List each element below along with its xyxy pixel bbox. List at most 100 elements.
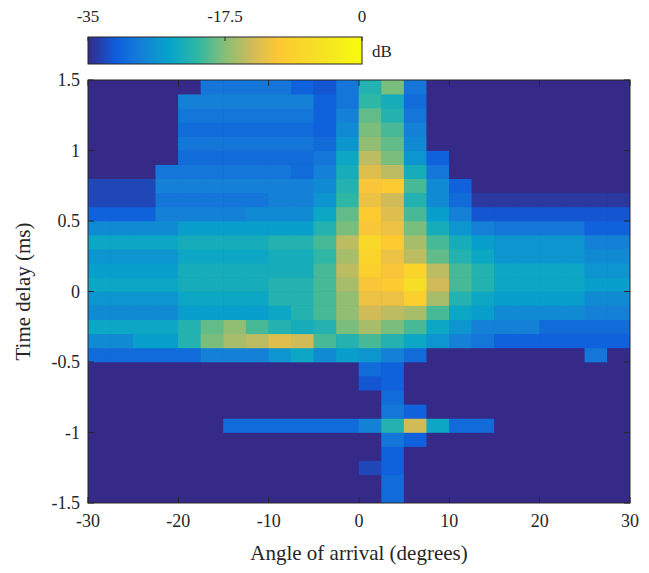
cell — [381, 150, 404, 165]
cell — [133, 418, 156, 433]
cell — [201, 193, 224, 208]
cell — [539, 404, 562, 419]
cell — [426, 221, 449, 236]
cell — [223, 164, 246, 179]
cell — [472, 348, 495, 363]
cell — [359, 108, 382, 123]
cell — [246, 362, 269, 377]
cell — [539, 80, 562, 94]
cell — [155, 362, 178, 377]
cell — [449, 164, 472, 179]
cell — [314, 94, 337, 109]
cell — [155, 489, 178, 503]
cell — [494, 404, 517, 419]
cell — [494, 164, 517, 179]
cell — [178, 263, 201, 278]
cell — [246, 432, 269, 447]
cell — [426, 390, 449, 405]
cell — [246, 475, 269, 490]
cell — [223, 108, 246, 123]
cell — [381, 193, 404, 208]
cell — [381, 432, 404, 447]
cell — [314, 334, 337, 349]
cell — [268, 235, 291, 250]
cell — [110, 249, 133, 264]
cell — [246, 446, 269, 461]
cell — [291, 446, 314, 461]
cell — [178, 108, 201, 123]
cell — [314, 348, 337, 363]
cell — [494, 221, 517, 236]
cell — [314, 136, 337, 151]
cell — [494, 319, 517, 334]
cell — [246, 390, 269, 405]
cell — [223, 235, 246, 250]
cell — [472, 277, 495, 292]
cell — [201, 136, 224, 151]
cell — [472, 446, 495, 461]
cell — [291, 404, 314, 419]
cell — [133, 150, 156, 165]
cell — [268, 277, 291, 292]
cell — [201, 235, 224, 250]
chart: -30-20-100102030-1.5-1-0.500.511.5Angle … — [0, 0, 649, 573]
cell — [381, 291, 404, 306]
cell — [449, 446, 472, 461]
cell — [562, 489, 585, 503]
cell — [336, 334, 359, 349]
cell — [562, 150, 585, 165]
cell — [155, 334, 178, 349]
cell — [426, 305, 449, 320]
cell — [223, 136, 246, 151]
cell — [223, 249, 246, 264]
cell — [607, 305, 630, 320]
cell — [449, 404, 472, 419]
cell — [314, 277, 337, 292]
cell — [585, 432, 608, 447]
cell — [178, 291, 201, 306]
cell — [110, 390, 133, 405]
cell — [133, 334, 156, 349]
cell — [223, 178, 246, 193]
cell — [607, 94, 630, 109]
cell — [110, 263, 133, 278]
cell — [517, 178, 540, 193]
cell — [178, 207, 201, 222]
cell — [607, 334, 630, 349]
y-tick — [88, 291, 94, 292]
cell — [539, 94, 562, 109]
cell — [449, 432, 472, 447]
x-tick-label: -20 — [166, 511, 190, 531]
cell — [223, 489, 246, 503]
cell — [539, 334, 562, 349]
cell — [472, 150, 495, 165]
cell — [381, 418, 404, 433]
cell — [336, 263, 359, 278]
cell — [336, 446, 359, 461]
cell — [268, 376, 291, 391]
cell — [336, 305, 359, 320]
cell — [246, 108, 269, 123]
cell — [268, 263, 291, 278]
y-tick-label: -1.5 — [52, 493, 81, 513]
cell — [155, 150, 178, 165]
cell — [88, 221, 111, 236]
cell — [155, 94, 178, 109]
cell — [336, 291, 359, 306]
cell — [88, 348, 111, 363]
cell — [472, 475, 495, 490]
cell — [607, 136, 630, 151]
cell — [314, 108, 337, 123]
cell — [607, 122, 630, 137]
cell — [88, 164, 111, 179]
cell — [246, 418, 269, 433]
cell — [472, 94, 495, 109]
cell — [291, 178, 314, 193]
cell — [336, 150, 359, 165]
y-tick — [624, 150, 630, 151]
cell — [246, 193, 269, 208]
cell — [291, 207, 314, 222]
cell — [178, 319, 201, 334]
cell — [88, 418, 111, 433]
x-tick-label: 30 — [621, 511, 639, 531]
